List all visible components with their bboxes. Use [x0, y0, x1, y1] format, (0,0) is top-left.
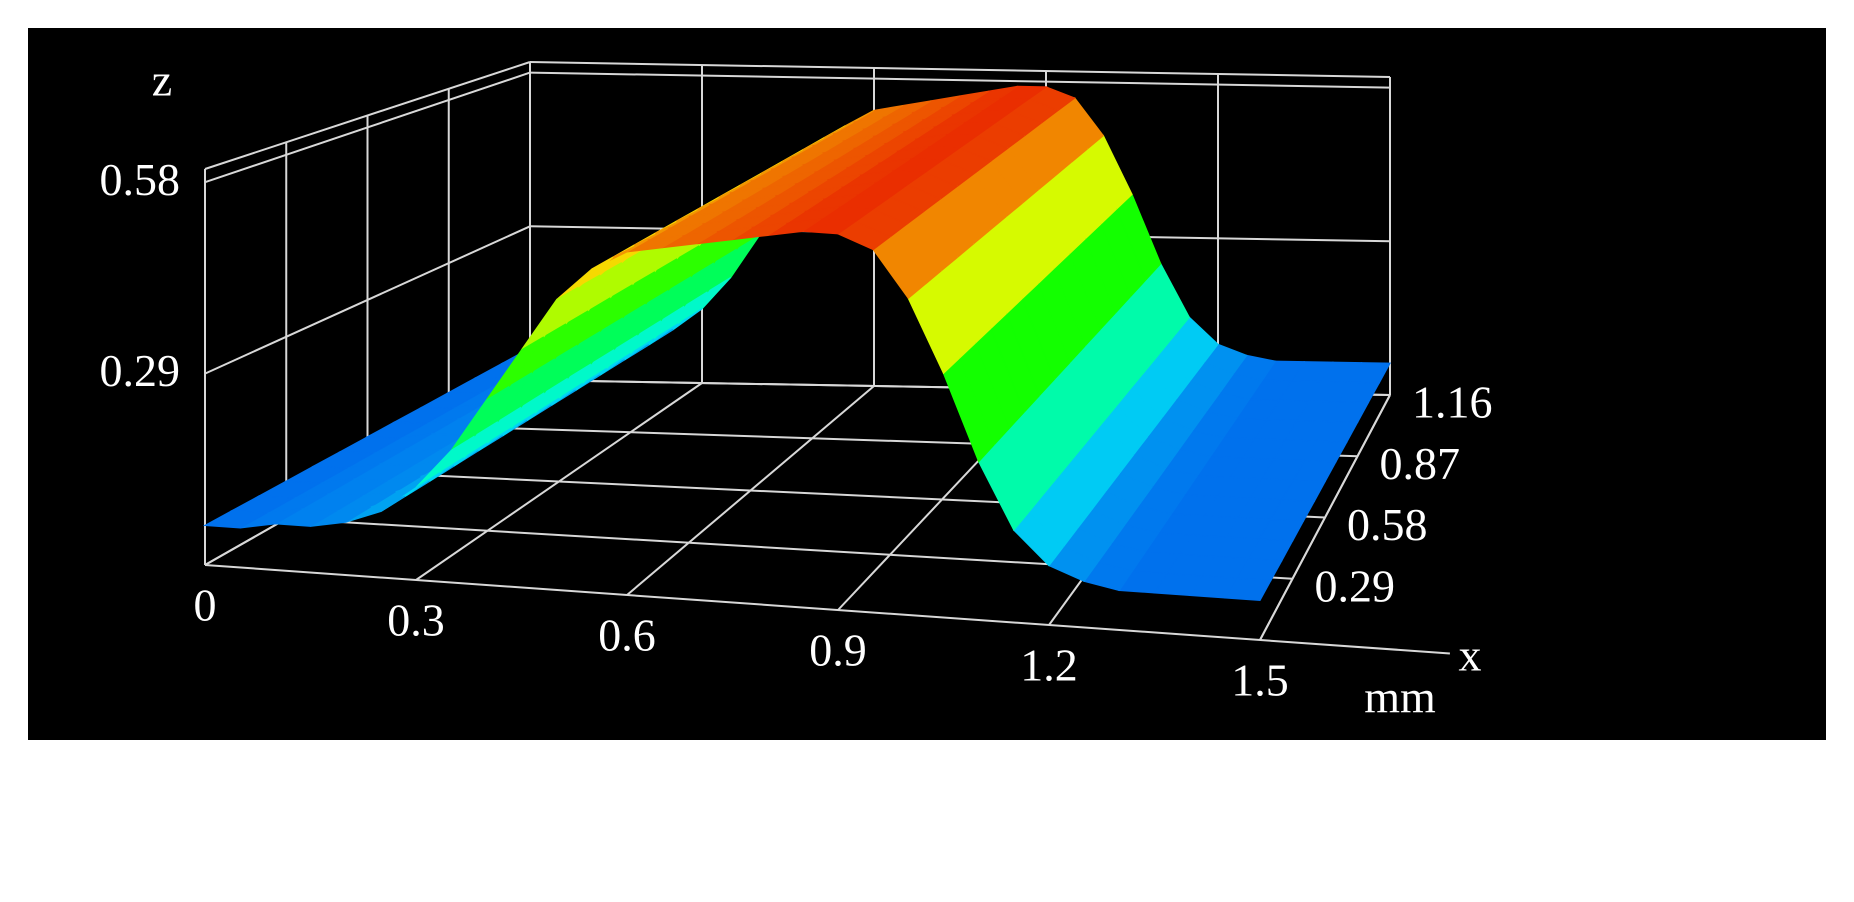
unit-label: mm	[1364, 672, 1436, 723]
z-axis-label: z	[152, 55, 172, 106]
y-tick-label: 0.58	[1347, 499, 1428, 550]
x-tick-label: 0.6	[598, 610, 656, 661]
z-tick-label: 0.58	[100, 154, 181, 205]
x-tick-label: 0.3	[387, 595, 445, 646]
x-axis-line	[204, 564, 1450, 655]
grid-line	[204, 71, 531, 184]
y-tick-label: 0.29	[1315, 560, 1396, 611]
z-tick-label: 0.29	[100, 345, 181, 396]
x-axis-label: x	[1459, 630, 1482, 681]
axis-line	[529, 61, 1391, 78]
x-tick-label: 1.5	[1231, 655, 1289, 706]
x-tick-label: 0	[194, 580, 217, 631]
x-tick-label: 0.9	[809, 625, 867, 676]
y-tick-label: 1.16	[1412, 377, 1493, 428]
surface-cell	[202, 509, 269, 529]
x-tick-label: 1.2	[1020, 640, 1078, 691]
y-tick-label: 0.87	[1380, 438, 1461, 489]
grid-line	[204, 225, 531, 375]
grid-line	[529, 71, 1391, 89]
